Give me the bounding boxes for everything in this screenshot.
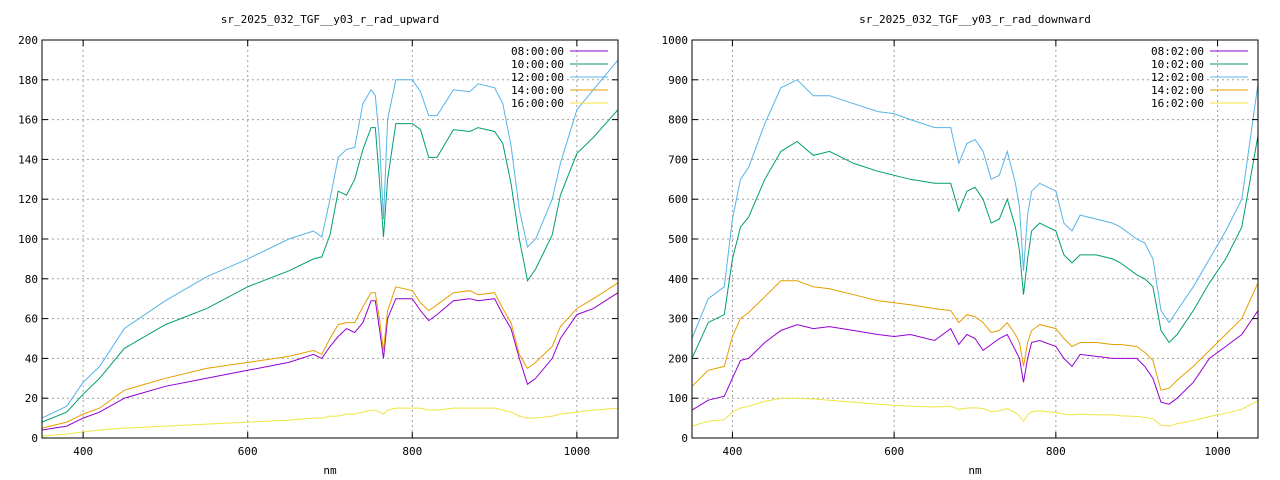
legend-label: 12:02:00 xyxy=(1151,71,1204,84)
series-line-10-02-00 xyxy=(691,135,1259,359)
y-tick-label: 600 xyxy=(668,193,688,206)
y-tick-label: 100 xyxy=(668,392,688,405)
x-axis-label: nm xyxy=(968,464,982,477)
y-tick-label: 0 xyxy=(31,432,38,445)
y-tick-label: 100 xyxy=(18,233,38,246)
legend-label: 10:00:00 xyxy=(511,58,564,71)
series-line-16-00-00 xyxy=(41,407,619,437)
x-tick-label: 1000 xyxy=(564,445,591,458)
series-line-12-02-00 xyxy=(691,79,1259,339)
legend-label: 14:00:00 xyxy=(511,84,564,97)
y-tick-label: 140 xyxy=(18,153,38,166)
x-tick-label: 600 xyxy=(884,445,904,458)
y-tick-label: 160 xyxy=(18,114,38,127)
legend-label: 14:02:00 xyxy=(1151,84,1204,97)
chart-title: sr_2025_032_TGF__y03_r_rad_upward xyxy=(221,13,440,26)
x-tick-label: 400 xyxy=(722,445,742,458)
series-line-12-00-00 xyxy=(41,59,619,419)
y-tick-label: 900 xyxy=(668,74,688,87)
x-tick-label: 600 xyxy=(238,445,258,458)
legend-label: 16:00:00 xyxy=(511,97,564,110)
series-line-08-00-00 xyxy=(41,292,619,431)
y-tick-label: 120 xyxy=(18,193,38,206)
legend-label: 16:02:00 xyxy=(1151,97,1204,110)
chart-title: sr_2025_032_TGF__y03_r_rad_downward xyxy=(859,13,1091,26)
legend-label: 12:00:00 xyxy=(511,71,564,84)
downward-radiance-chart: sr_2025_032_TGF__y03_r_rad_downward 400 60… xyxy=(662,13,1259,477)
legend-label: 10:02:00 xyxy=(1151,58,1204,71)
x-tick-label: 1000 xyxy=(1204,445,1231,458)
y-tick-label: 800 xyxy=(668,114,688,127)
y-tick-label: 1000 xyxy=(662,34,689,47)
x-tick-label: 400 xyxy=(73,445,93,458)
y-tick-label: 500 xyxy=(668,233,688,246)
y-tick-label: 200 xyxy=(18,34,38,47)
y-tick-label: 20 xyxy=(25,392,38,405)
series-line-10-00-00 xyxy=(41,109,619,423)
y-tick-label: 40 xyxy=(25,352,38,365)
series-line-16-02-00 xyxy=(691,397,1259,427)
y-tick-label: 0 xyxy=(681,432,688,445)
y-tick-label: 400 xyxy=(668,273,688,286)
x-tick-label: 800 xyxy=(402,445,422,458)
y-tick-label: 60 xyxy=(25,313,38,326)
y-tick-label: 180 xyxy=(18,74,38,87)
y-tick-label: 300 xyxy=(668,313,688,326)
y-tick-label: 700 xyxy=(668,153,688,166)
legend-label: 08:02:00 xyxy=(1151,45,1204,58)
series-line-14-02-00 xyxy=(691,280,1259,391)
x-tick-label: 800 xyxy=(1046,445,1066,458)
y-tick-label: 200 xyxy=(668,352,688,365)
series-line-08-02-00 xyxy=(691,310,1259,411)
x-axis-label: nm xyxy=(323,464,337,477)
legend-label: 08:00:00 xyxy=(511,45,564,58)
y-tick-label: 80 xyxy=(25,273,38,286)
series-line-14-00-00 xyxy=(41,282,619,429)
